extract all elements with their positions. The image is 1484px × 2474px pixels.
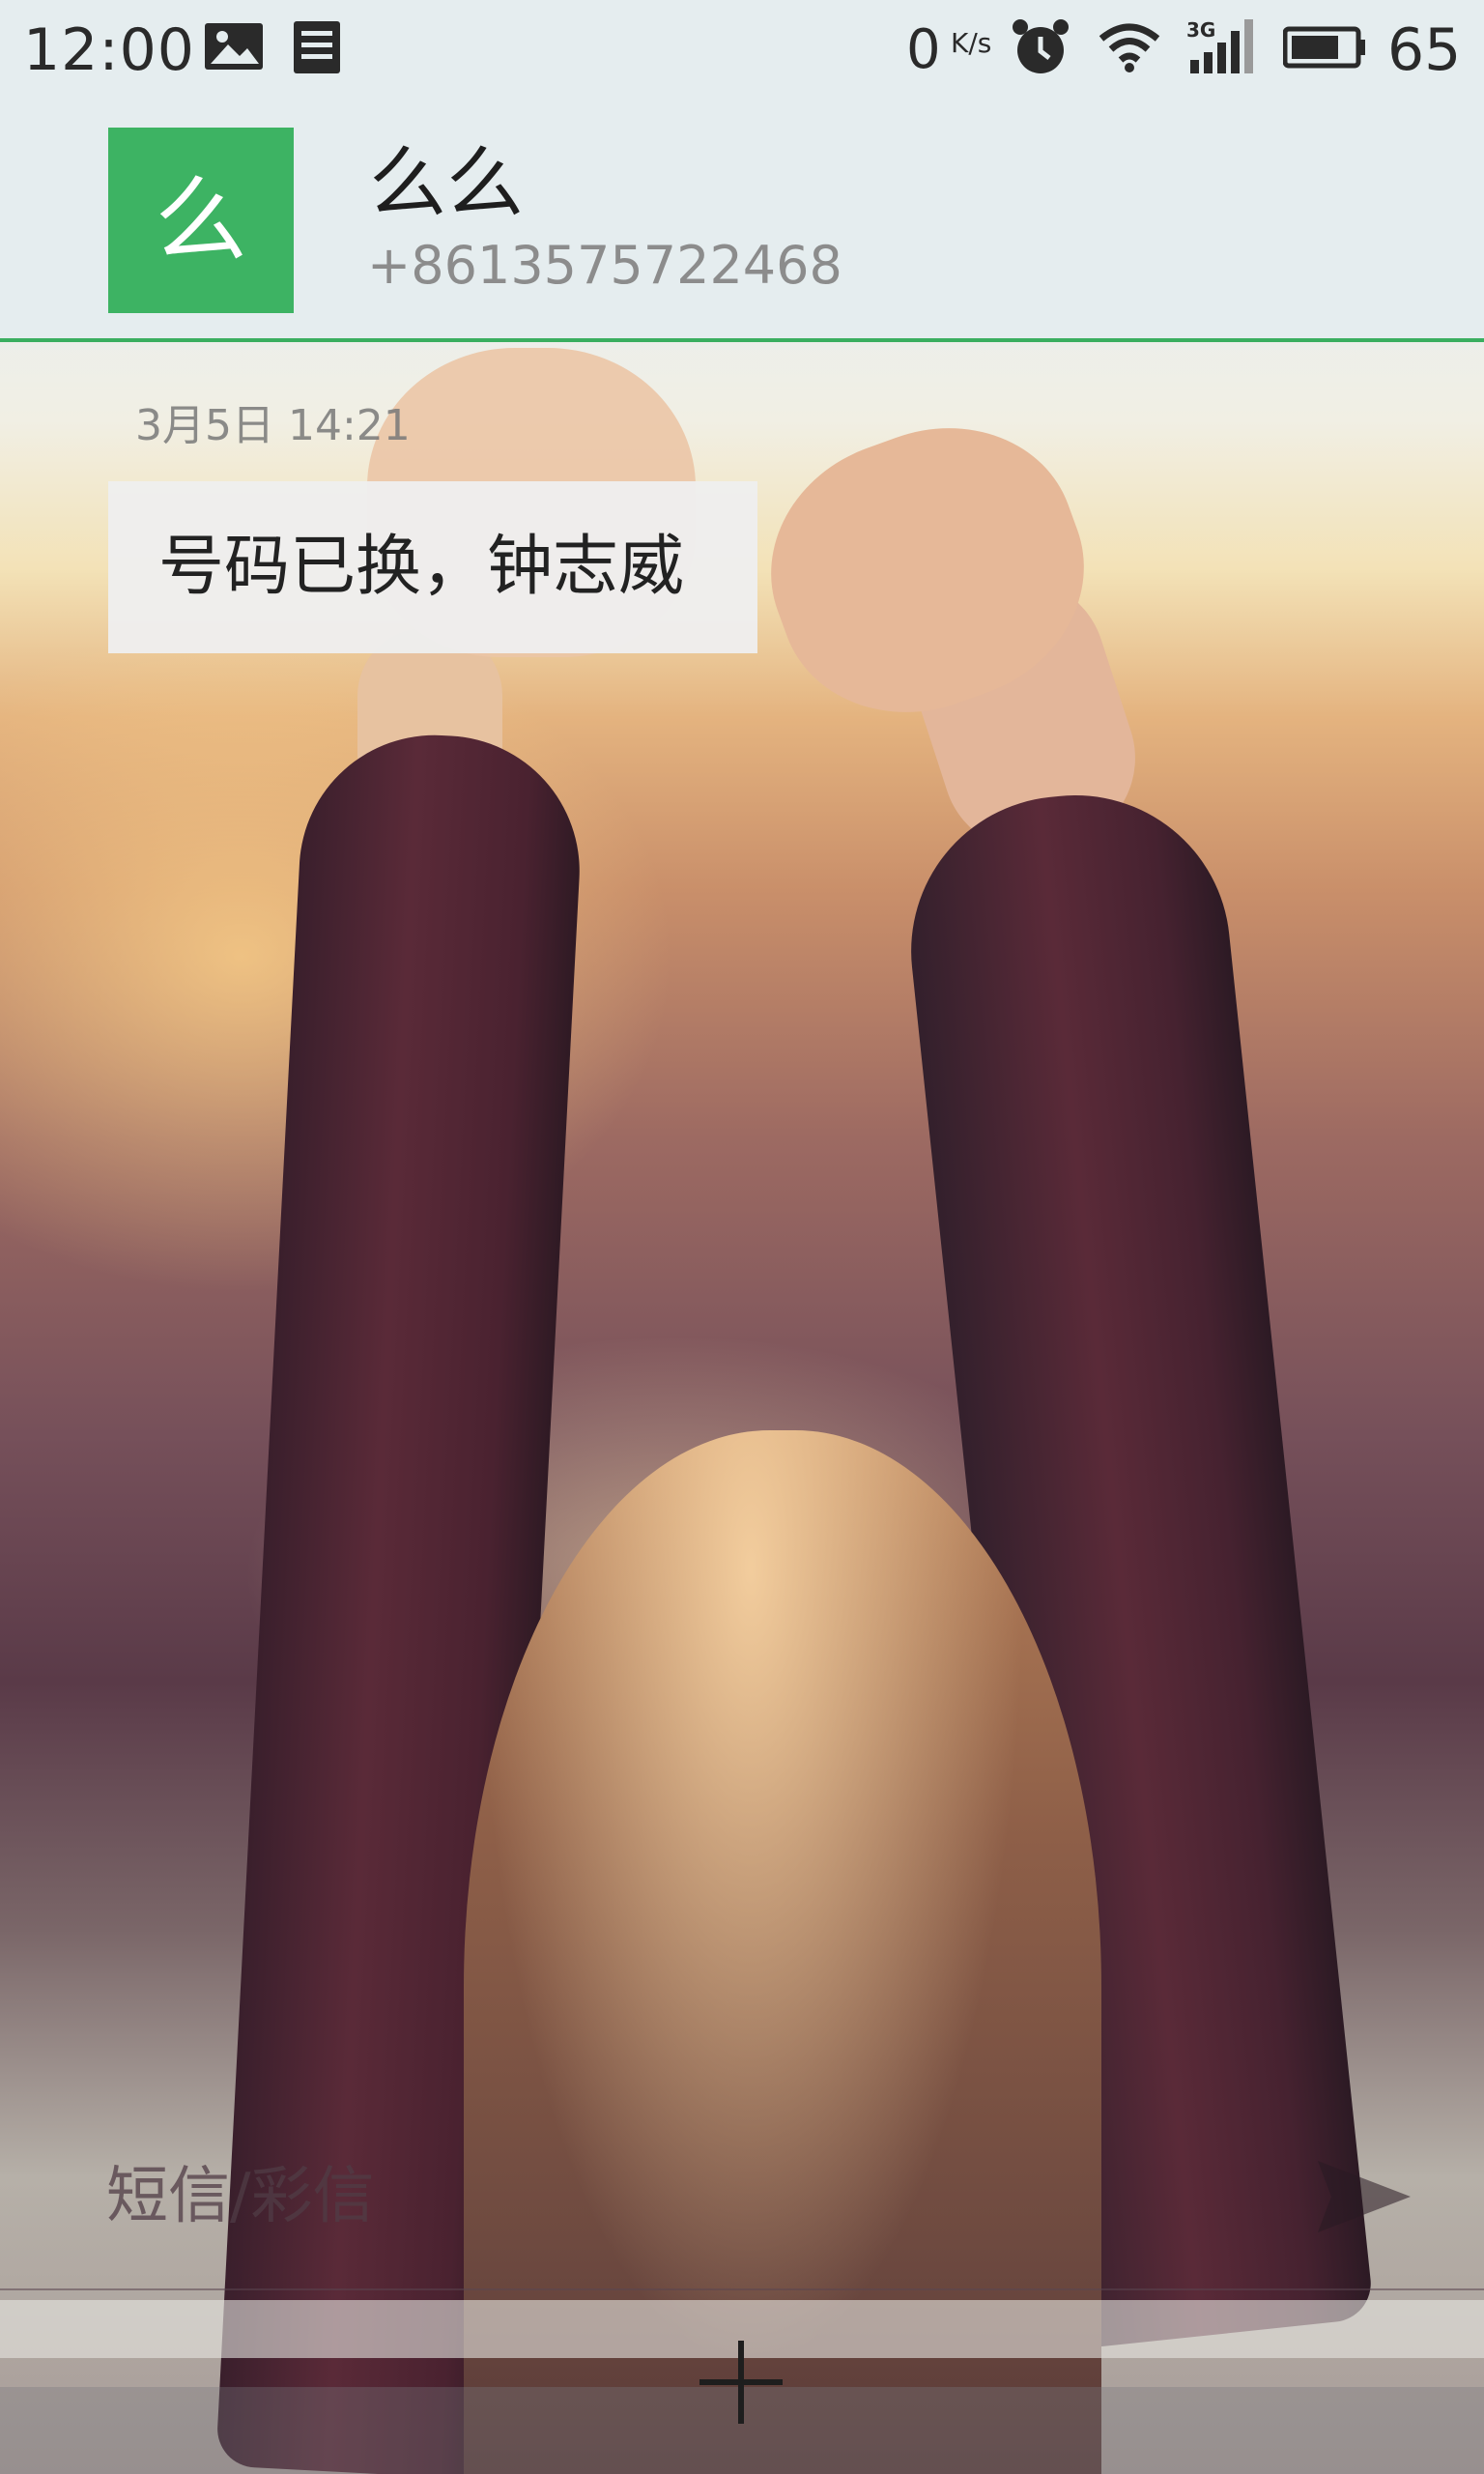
message-input[interactable] [58, 2143, 1256, 2250]
signal-icon: 3G [1186, 18, 1253, 73]
message-timestamp: 3月5日 14:21 [135, 401, 411, 450]
status-bar: 12:00 0 K/s 3G 65 [0, 0, 1484, 101]
contact-avatar[interactable]: 么 [108, 128, 294, 313]
header-divider [0, 338, 1484, 342]
battery-level: 65 [1387, 16, 1462, 84]
battery-icon [1283, 26, 1365, 69]
incoming-message-bubble[interactable]: 号码已换，钟志威 [108, 481, 757, 653]
compose-divider [0, 2288, 1484, 2290]
document-icon [294, 21, 340, 73]
wifi-icon [1099, 23, 1160, 72]
net-speed-unit: K/s [951, 27, 992, 59]
image-icon [205, 23, 263, 70]
net-speed-value: 0 [906, 18, 941, 81]
network-type-label: 3G [1186, 18, 1215, 42]
contact-name[interactable]: 么么 [369, 138, 524, 228]
plus-icon[interactable] [698, 2339, 785, 2426]
send-icon[interactable] [1310, 2143, 1418, 2250]
alarm-icon [1013, 19, 1069, 73]
contact-number[interactable]: +8613575722468 [367, 235, 842, 296]
status-time: 12:00 [23, 16, 195, 84]
